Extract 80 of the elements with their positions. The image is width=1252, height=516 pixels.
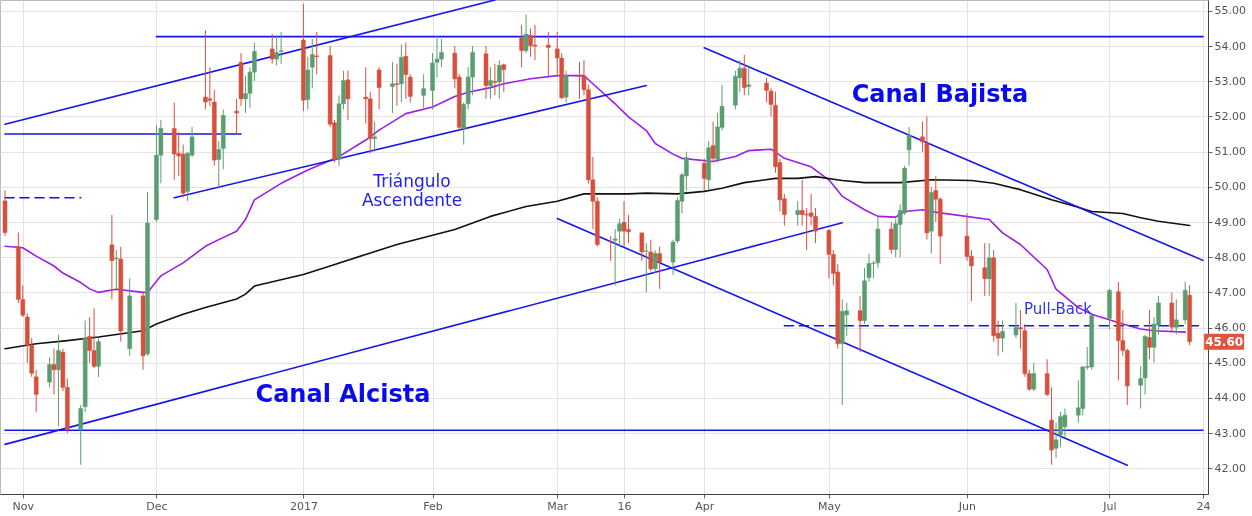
candlestick: [56, 334, 61, 427]
y-tick-label: 53.00: [1214, 74, 1246, 88]
candlestick: [345, 70, 351, 121]
annotation: Canal Alcista: [255, 380, 431, 408]
candlestick: [78, 404, 83, 466]
y-tick-label: 50.00: [1214, 180, 1246, 194]
y-tick-label: 46.00: [1214, 321, 1246, 335]
y-tick-label: 42.00: [1214, 461, 1246, 475]
candlestick: [216, 140, 222, 190]
candlestick: [1174, 298, 1179, 336]
candlestick: [906, 126, 912, 167]
y-tick-label: 55.00: [1214, 4, 1246, 18]
x-tick-label: Jul: [1102, 499, 1117, 513]
x-tick-label: Nov: [12, 499, 35, 513]
x-tick-label: 2017: [289, 499, 318, 513]
y-tick-label: 48.00: [1214, 250, 1246, 264]
candlestick: [519, 24, 524, 68]
candlestick: [701, 158, 707, 191]
x-tick-label: Feb: [423, 499, 443, 513]
candlestick: [314, 31, 319, 75]
candlestick: [47, 356, 52, 388]
candlestick: [1000, 320, 1005, 353]
candlestick: [652, 249, 658, 274]
candlestick: [492, 63, 498, 96]
candlestick: [497, 59, 502, 100]
x-tick-label: 16: [617, 499, 632, 513]
candlestick: [546, 31, 551, 77]
candlestick: [421, 73, 426, 109]
annotation: Canal Bajista: [851, 80, 1029, 108]
candlestick: [532, 24, 538, 61]
candlestick: [33, 369, 39, 413]
candlestick: [278, 31, 284, 65]
candlestick: [746, 66, 751, 96]
candlestick: [408, 73, 413, 103]
candlestick: [51, 348, 57, 395]
candlestick: [1031, 362, 1037, 392]
candlestick: [742, 54, 747, 96]
candlestick: [109, 214, 115, 300]
candlestick: [461, 101, 466, 146]
candlestick: [390, 61, 395, 114]
candlestick: [644, 242, 649, 293]
candlestick: [501, 63, 507, 93]
candlestick: [372, 121, 377, 153]
candlestick: [639, 232, 645, 262]
x-tick-label: Dec: [146, 499, 168, 513]
candlestick: [269, 33, 275, 65]
x-tick-label: Jun: [957, 499, 977, 513]
x-tick-label: Apr: [695, 499, 715, 513]
candlestick: [795, 200, 800, 227]
candlestick: [91, 307, 97, 369]
candlestick: [114, 249, 119, 290]
y-tick-label: 54.00: [1214, 39, 1246, 53]
candlestick: [857, 295, 863, 353]
candlestick: [376, 66, 382, 110]
candlestick: [710, 121, 716, 163]
y-tick-label: 52.00: [1214, 109, 1246, 123]
candlestick: [608, 235, 613, 262]
candlestick: [1147, 309, 1152, 360]
candlestick: [310, 38, 315, 89]
y-tick-label: 45.00: [1214, 356, 1246, 370]
candlestick: [982, 242, 988, 297]
candlestick: [1013, 302, 1019, 339]
candlestick: [563, 70, 569, 103]
x-tick-label: May: [818, 499, 842, 513]
candlestick: [889, 221, 894, 255]
x-tick-label: 24: [1196, 499, 1211, 513]
annotation: 45.60: [1205, 334, 1244, 349]
candlestick: [488, 66, 493, 100]
candlestick: [657, 246, 662, 290]
candlestick: [394, 63, 400, 107]
candlestick: [523, 13, 529, 54]
y-tick-label: 43.00: [1214, 426, 1246, 440]
y-tick-label: 49.00: [1214, 215, 1246, 229]
y-tick-label: 51.00: [1214, 145, 1246, 159]
candlestick: [403, 42, 409, 100]
x-tick-label: Mar: [547, 499, 569, 513]
y-tick-label: 44.00: [1214, 391, 1246, 405]
annotation: Triángulo Ascendente: [361, 171, 463, 210]
y-tick-label: 47.00: [1214, 285, 1246, 299]
candlestick: [621, 200, 627, 248]
